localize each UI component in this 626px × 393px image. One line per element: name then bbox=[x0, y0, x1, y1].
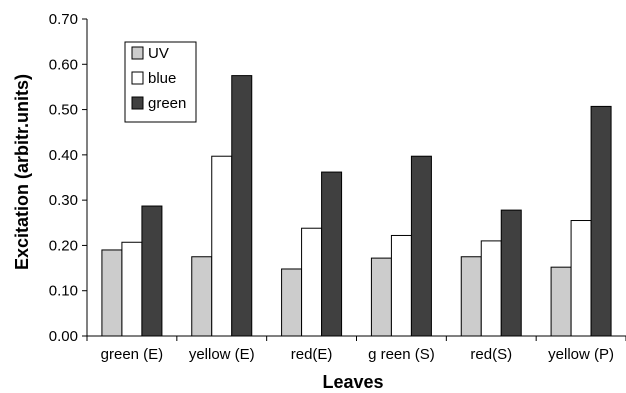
legend: UV blue green bbox=[124, 41, 197, 123]
legend-swatch-blue bbox=[131, 71, 144, 85]
legend-label-blue: blue bbox=[148, 70, 176, 87]
bar-UV-1 bbox=[191, 256, 213, 337]
bar-blue-2 bbox=[301, 227, 323, 337]
legend-swatch-UV bbox=[131, 46, 144, 60]
x-tick-label: yellow (P) bbox=[548, 346, 614, 363]
bar-UV-5 bbox=[550, 266, 572, 337]
x-tick-label: red(E) bbox=[291, 346, 333, 363]
x-axis: green (E) yellow (E) red(E) g reen (S) red(S… bbox=[86, 335, 626, 363]
x-tick-label: red(S) bbox=[470, 346, 512, 363]
bar-blue-5 bbox=[570, 220, 592, 337]
bar-UV-0 bbox=[101, 249, 123, 337]
bar-blue-4 bbox=[480, 240, 502, 337]
bar-green-4 bbox=[500, 209, 522, 337]
bar-blue-3 bbox=[390, 234, 412, 337]
y-axis-title: Excitation (arbitr.units) bbox=[12, 74, 32, 270]
y-tick-label: 0.10 bbox=[49, 283, 78, 300]
bar-green-0 bbox=[141, 205, 163, 337]
bar-UV-3 bbox=[370, 257, 392, 337]
bar-blue-0 bbox=[121, 241, 143, 337]
bar-green-3 bbox=[410, 155, 432, 337]
bars bbox=[101, 75, 612, 337]
bar-UV-4 bbox=[460, 256, 482, 337]
x-tick-label: green (E) bbox=[101, 346, 164, 363]
bar-UV-2 bbox=[281, 268, 303, 337]
y-axis: 0.00 0.10 0.20 0.30 0.40 0.50 0.60 0.70 bbox=[49, 11, 88, 345]
y-tick-label: 0.40 bbox=[49, 147, 78, 164]
x-tick-label: g reen (S) bbox=[368, 346, 435, 363]
legend-swatch-green bbox=[131, 96, 144, 110]
y-tick-label: 0.20 bbox=[49, 237, 78, 254]
bar-green-1 bbox=[231, 75, 253, 337]
y-tick-label: 0.30 bbox=[49, 192, 78, 209]
y-tick-label: 0.60 bbox=[49, 56, 78, 73]
legend-label-UV: UV bbox=[148, 45, 169, 62]
y-tick-label: 0.70 bbox=[49, 11, 78, 28]
bar-green-2 bbox=[321, 171, 343, 337]
bar-blue-1 bbox=[211, 155, 233, 337]
y-tick-label: 0.50 bbox=[49, 102, 78, 119]
legend-label-green: green bbox=[148, 95, 186, 112]
x-tick-label: yellow (E) bbox=[189, 346, 255, 363]
y-tick-label: 0.00 bbox=[49, 328, 78, 345]
x-axis-title: Leaves bbox=[322, 372, 383, 392]
bar-green-5 bbox=[590, 105, 612, 337]
